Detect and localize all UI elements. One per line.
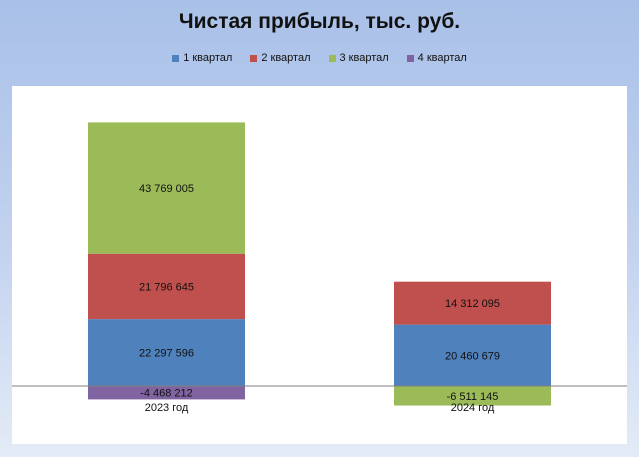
legend-item-q3: 3 квартал	[328, 52, 389, 64]
legend-swatch-q2	[250, 54, 258, 62]
data-label-q2-1: 21 796 645	[139, 281, 194, 293]
bar-segment-q3-2	[394, 386, 551, 406]
legend-item-q1: 1 квартал	[172, 52, 232, 64]
legend-swatch-q3	[328, 54, 336, 62]
category-label-1: 2023 год	[145, 402, 189, 414]
data-label-q2-2: 14 312 095	[445, 298, 500, 310]
legend-item-q4: 4 квартал	[406, 52, 467, 64]
bar-segment-q2-2	[394, 281, 551, 325]
chart-title: Чистая прибыль, тыс. руб.	[178, 10, 461, 33]
legend-item-q2: 2 квартал	[250, 52, 311, 64]
data-label-q4-1: -4 468 212	[140, 388, 193, 400]
legend-swatch-q1	[172, 54, 180, 62]
bar-segment-q1-2	[394, 324, 551, 386]
legend-label-q1: 1 квартал	[183, 52, 233, 64]
data-label-q3-1: 43 769 005	[139, 183, 194, 195]
category-label-2: 2024 год	[451, 402, 495, 414]
legend-label-q2: 2 квартал	[261, 52, 311, 64]
legend-label-q4: 4 квартал	[417, 52, 467, 64]
bar-segment-q4-1	[88, 386, 245, 400]
legend: 1 квартал 2 квартал 3 квартал 4 квартал	[0, 52, 639, 64]
data-label-q1-1: 22 297 596	[139, 348, 194, 360]
bar-segment-q3-1	[88, 122, 245, 254]
data-label-q3-2: -6 511 145	[447, 391, 499, 403]
data-label-q1-2: 20 460 679	[445, 350, 500, 362]
legend-swatch-q4	[406, 54, 414, 62]
bar-segment-q2-1	[88, 253, 245, 320]
bar-segment-q1-1	[88, 319, 245, 386]
legend-label-q3: 3 квартал	[339, 52, 389, 64]
